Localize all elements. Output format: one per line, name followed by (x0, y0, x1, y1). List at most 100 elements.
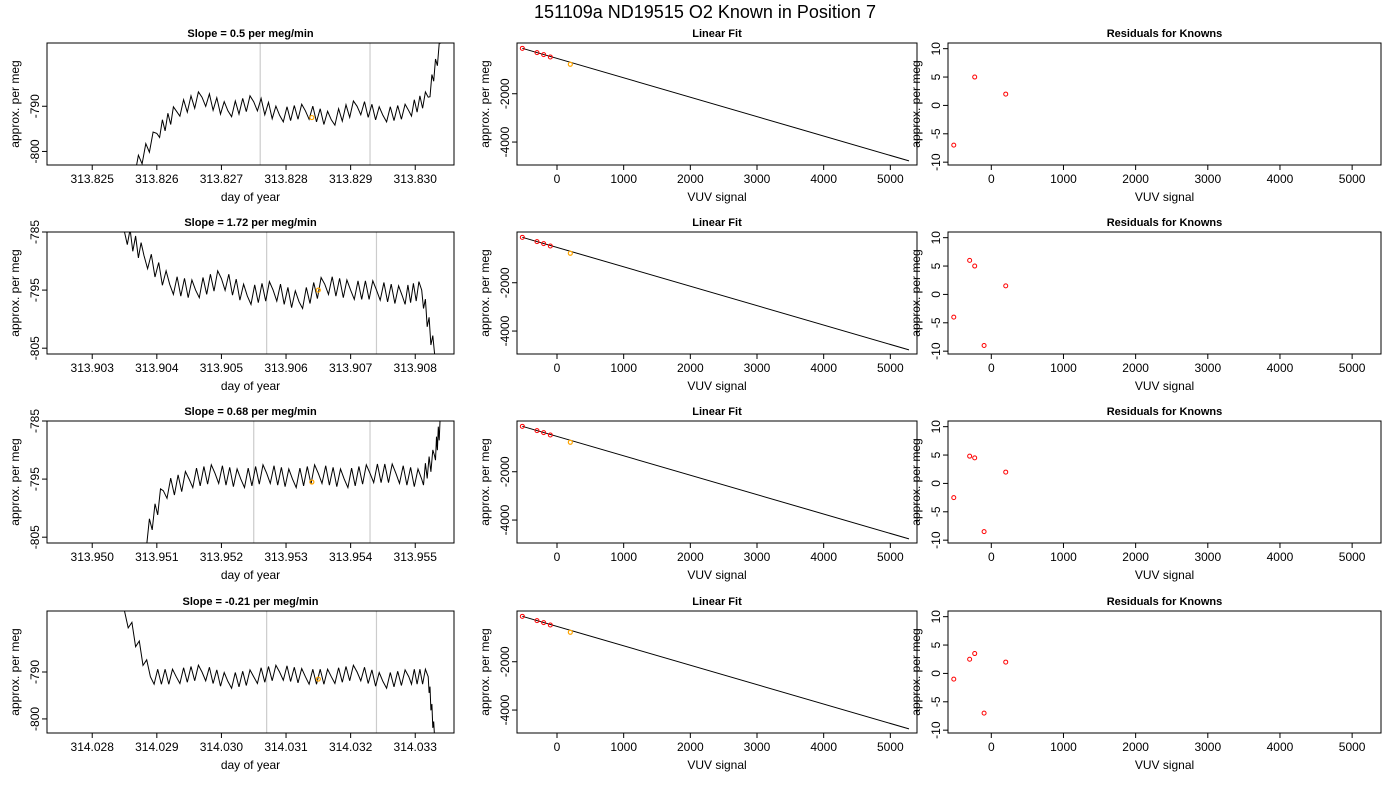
x-tick-label: 4000 (1267, 740, 1294, 754)
chart-panel: Residuals for Knowns 0 1000 2000 3000 4000 500… (909, 217, 1382, 393)
x-axis-label: VUV signal (687, 190, 746, 204)
y-tick-label: -5 (929, 128, 943, 139)
x-tick-label: 313.952 (200, 550, 244, 564)
chart-title: Residuals for Knowns (1107, 28, 1223, 40)
data-point (967, 656, 973, 662)
y-tick-label: -785 (28, 409, 42, 433)
y-tick-label: 0 (929, 480, 943, 487)
x-tick-label: 0 (988, 740, 995, 754)
x-tick-label: 4000 (1267, 172, 1294, 186)
chart-panel: Residuals for Knowns 0 1000 2000 3000 4000 500… (909, 28, 1382, 204)
x-tick-label: 313.955 (394, 550, 438, 564)
plot-frame (46, 420, 455, 544)
x-tick-label: 2000 (1122, 361, 1149, 375)
chart-title: Linear Fit (692, 596, 742, 608)
x-tick-label: 5000 (877, 740, 904, 754)
x-tick-label: 313.908 (394, 361, 438, 375)
plot-frame (947, 231, 1382, 355)
y-tick-label: -800 (28, 139, 42, 163)
x-tick-label: 314.029 (135, 740, 179, 754)
y-tick-label: 5 (929, 73, 943, 80)
y-tick-label: -4000 (498, 694, 512, 725)
x-tick-label: 1000 (610, 361, 637, 375)
y-axis-label: approx. per meg (478, 438, 492, 525)
data-point (972, 263, 978, 269)
fit-line (522, 615, 910, 730)
x-axis-label: VUV signal (687, 379, 746, 393)
fit-line (522, 425, 910, 540)
x-axis-label: VUV signal (1135, 379, 1194, 393)
chart-title: Slope = 1.72 per meg/min (184, 217, 317, 229)
x-axis-label: VUV signal (1135, 190, 1194, 204)
x-axis-label: day of year (221, 568, 280, 582)
data-point (547, 432, 553, 438)
x-tick-label: 5000 (877, 550, 904, 564)
data-point (981, 710, 987, 716)
chart-title: Residuals for Knowns (1107, 596, 1223, 608)
y-tick-label: -2000 (498, 78, 512, 109)
plot-area (136, 43, 442, 165)
plot-area (951, 74, 1009, 148)
data-point (972, 455, 978, 461)
data-point (1003, 283, 1009, 289)
fit-line (522, 47, 910, 162)
chart-title: Residuals for Knowns (1107, 217, 1223, 229)
x-tick-label: 313.826 (135, 172, 179, 186)
y-tick-label: -4000 (498, 504, 512, 535)
data-point (951, 314, 957, 320)
data-point (541, 620, 547, 626)
x-tick-label: 1000 (610, 550, 637, 564)
chart-panel: Linear Fit 0 1000 2000 3000 4000 5000 -4000 -200… (478, 217, 918, 393)
x-tick-label: 0 (554, 172, 561, 186)
fit-line (522, 236, 910, 351)
plot-area (124, 232, 436, 354)
chart-panel: Residuals for Knowns 0 1000 2000 3000 4000 500… (909, 596, 1382, 772)
x-tick-label: 1000 (1050, 361, 1077, 375)
chart-title: Linear Fit (692, 217, 742, 229)
x-tick-label: 4000 (810, 550, 837, 564)
y-tick-label: -795 (28, 467, 42, 491)
x-axis-label: day of year (221, 190, 280, 204)
plot-area (519, 423, 910, 540)
chart-title: Slope = 0.5 per meg/min (187, 28, 314, 40)
x-tick-label: 5000 (1339, 172, 1366, 186)
x-tick-label: 314.028 (71, 740, 115, 754)
chart-panel: Slope = 0.5 per meg/min 313.825 313.826 313… (8, 28, 455, 204)
x-tick-label: 3000 (744, 361, 771, 375)
plot-area (951, 453, 1009, 535)
chart-panel: Linear Fit 0 1000 2000 3000 4000 5000 -4000 -200… (478, 596, 918, 772)
x-tick-label: 0 (554, 740, 561, 754)
x-tick-label: 314.033 (394, 740, 438, 754)
x-tick-label: 4000 (810, 172, 837, 186)
x-tick-label: 3000 (744, 172, 771, 186)
x-tick-label: 2000 (677, 740, 704, 754)
data-point (534, 428, 540, 434)
x-tick-label: 314.032 (329, 740, 373, 754)
chart-panel: Slope = 1.72 per meg/min 313.903 313.904 31… (8, 217, 455, 393)
y-axis-label: approx. per meg (478, 628, 492, 715)
x-tick-label: 313.953 (264, 550, 308, 564)
chart-title: Slope = -0.21 per meg/min (182, 596, 318, 608)
data-point (1003, 469, 1009, 475)
y-tick-label: 10 (929, 231, 943, 245)
data-point (951, 495, 957, 501)
x-tick-label: 3000 (1194, 361, 1221, 375)
y-tick-label: -805 (28, 525, 42, 549)
x-tick-label: 2000 (677, 550, 704, 564)
data-point (981, 342, 987, 348)
y-tick-label: -2000 (498, 267, 512, 298)
plot-frame (516, 231, 918, 355)
x-tick-label: 313.954 (329, 550, 373, 564)
x-tick-label: 3000 (1194, 172, 1221, 186)
plot-frame (947, 42, 1382, 166)
x-tick-label: 5000 (877, 361, 904, 375)
highlight-point (567, 439, 573, 445)
x-axis-label: VUV signal (1135, 568, 1194, 582)
x-tick-label: 313.905 (200, 361, 244, 375)
y-tick-label: 5 (929, 262, 943, 269)
x-tick-label: 4000 (1267, 550, 1294, 564)
data-point (967, 257, 973, 263)
y-axis-label: approx. per meg (478, 60, 492, 147)
